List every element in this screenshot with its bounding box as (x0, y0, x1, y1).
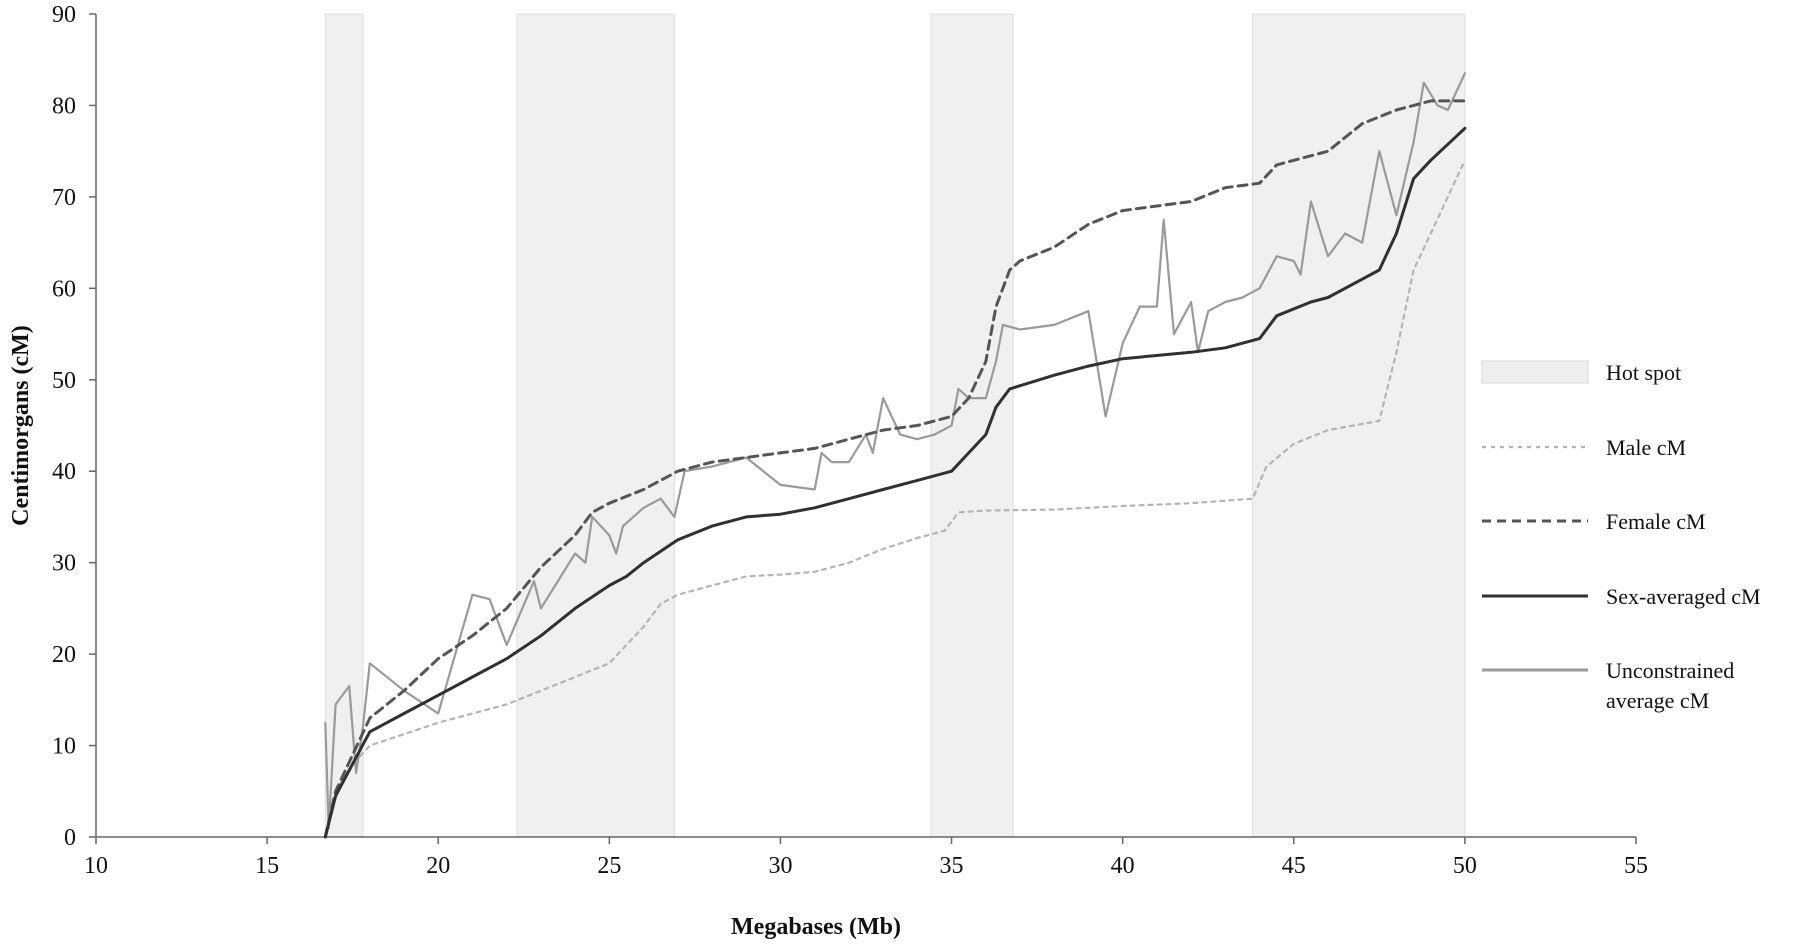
series-line-sex-averaged-cm (323, 126, 1467, 839)
legend-label: Unconstrained average cM (1606, 658, 1734, 713)
x-tick-label: 25 (597, 853, 621, 879)
hot-spot-band (324, 13, 364, 838)
y-tick-label: 50 (52, 368, 76, 394)
legend-swatch-hot-spot (1481, 360, 1589, 384)
y-tick-label: 30 (52, 551, 76, 577)
hot-spot-band (516, 13, 675, 838)
x-tick-label: 20 (426, 853, 450, 879)
y-tick-label: 40 (52, 459, 76, 485)
x-tick-label: 45 (1282, 853, 1306, 879)
x-axis-title: Megabases (Mb) (731, 914, 901, 940)
x-tick-label: 55 (1624, 853, 1648, 879)
legend: Hot spot Male cM Female cM Sex-averaged cM U… (1481, 360, 1761, 713)
hot-spot-bands (324, 13, 1466, 838)
series-line-female-cm (323, 99, 1467, 839)
legend-label: Male cM (1606, 435, 1686, 460)
y-tick-label: 10 (52, 734, 76, 760)
hot-spot-band (930, 13, 1014, 838)
y-tick-label: 60 (52, 276, 76, 302)
x-tick-label: 30 (768, 853, 792, 879)
series-line-male-cm (324, 159, 1466, 839)
x-tick-label: 40 (1111, 853, 1135, 879)
y-tick-label: 0 (64, 825, 76, 851)
series-lines (323, 72, 1467, 839)
x-tick-label: 50 (1453, 853, 1477, 879)
y-tick-label: 90 (52, 2, 76, 28)
y-tick-label: 20 (52, 642, 76, 668)
y-axis-title: Centimorgans (cM) (8, 325, 34, 526)
legend-label: Female cM (1606, 509, 1706, 534)
x-tick-label: 10 (84, 853, 108, 879)
legend-label: Hot spot (1606, 360, 1681, 385)
y-tick-label: 80 (52, 93, 76, 119)
x-tick-label: 35 (940, 853, 964, 879)
legend-label: Sex-averaged cM (1606, 584, 1761, 609)
x-tick-label: 15 (255, 853, 279, 879)
axes (89, 13, 1637, 844)
tick-labels: 10 15 20 25 30 35 40 45 50 55 0 10 20 30 40 50 60 70 80 90 (52, 2, 1648, 879)
y-tick-label: 70 (52, 185, 76, 211)
series-line-unconstrained-average-cm (324, 72, 1466, 829)
